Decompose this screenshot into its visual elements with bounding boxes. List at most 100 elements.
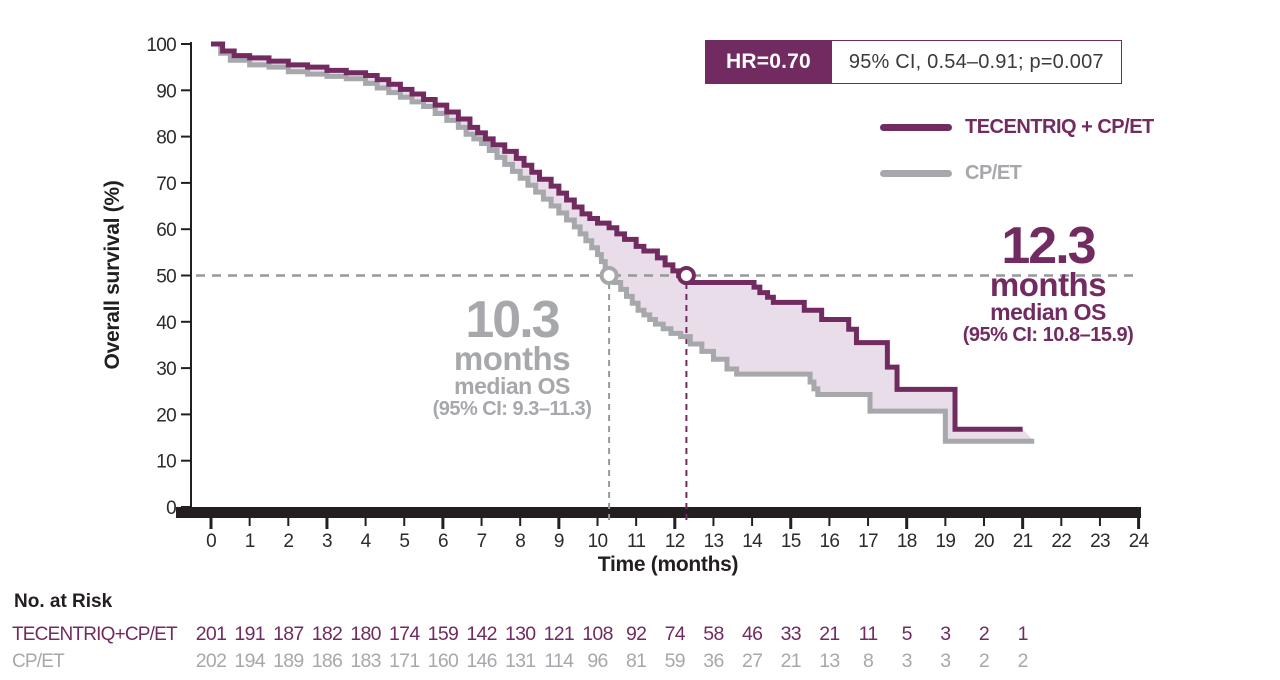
cpet-median-ci: (95% CI: 9.3–11.3) xyxy=(432,398,592,420)
cpet-median-unit: months xyxy=(453,340,571,377)
risk-value: 202 xyxy=(196,650,226,672)
hazard-ratio-box: HR=0.70 95% CI, 0.54–0.91; p=0.007 xyxy=(705,40,1122,84)
x-tick-label: 5 xyxy=(399,531,409,552)
risk-value: 27 xyxy=(742,650,762,672)
risk-value: 186 xyxy=(312,650,342,672)
cpet-median-label: median OS xyxy=(454,373,570,399)
x-tick-label: 21 xyxy=(1013,531,1033,552)
risk-value: 130 xyxy=(505,623,536,645)
x-tick-label: 15 xyxy=(781,531,801,552)
risk-value: 194 xyxy=(234,650,265,672)
tecentriq-median-unit: months xyxy=(989,266,1107,303)
x-tick-label: 18 xyxy=(897,531,917,552)
y-tick-label: 60 xyxy=(156,220,176,241)
legend-label-cpet: CP/ET xyxy=(965,161,1022,184)
risk-value: 13 xyxy=(819,650,839,672)
tecentriq-median-ci: (95% CI: 10.8–15.9) xyxy=(962,324,1134,346)
y-tick-label: 0 xyxy=(166,498,176,519)
risk-value: 182 xyxy=(312,623,342,645)
risk-value: 58 xyxy=(703,623,723,645)
risk-value: 201 xyxy=(196,623,226,645)
y-tick-label: 30 xyxy=(156,359,176,380)
cpet-line-swatch xyxy=(880,169,952,177)
hr-confidence-interval: 95% CI, 0.54–0.91; p=0.007 xyxy=(831,40,1122,84)
y-tick-label: 10 xyxy=(156,452,176,473)
risk-value: 2 xyxy=(1018,650,1028,672)
y-axis-title: Overall survival (%) xyxy=(101,180,124,370)
risk-value: 2 xyxy=(979,650,989,672)
risk-value: 131 xyxy=(505,650,535,672)
between-curves-fill xyxy=(211,44,1035,442)
risk-value: 11 xyxy=(859,623,878,645)
risk-table-title: No. at Risk xyxy=(14,591,113,612)
x-tick-label: 12 xyxy=(665,531,685,552)
x-tick-label: 4 xyxy=(361,531,372,552)
x-axis-title: Time (months) xyxy=(597,553,739,576)
y-tick-label: 90 xyxy=(156,81,176,102)
cpet-median-annotation: 10.3 months median OS (95% CI: 9.3–11.3) xyxy=(412,294,612,421)
x-tick-label: 1 xyxy=(245,531,255,552)
risk-value: 81 xyxy=(626,650,646,672)
risk-value: 21 xyxy=(819,623,839,645)
legend-item-cpet: CP/ET xyxy=(880,150,1154,196)
legend-item-tecentriq: TECENTRIQ + CP/ET xyxy=(880,104,1154,150)
risk-value: 142 xyxy=(466,623,496,645)
risk-value: 1 xyxy=(1018,623,1028,645)
tecentriq-median-value: 12.3 xyxy=(1001,217,1096,275)
risk-value: 3 xyxy=(940,623,950,645)
risk-value: 2 xyxy=(979,623,989,645)
risk-value: 8 xyxy=(863,650,873,672)
x-tick-label: 22 xyxy=(1051,531,1071,552)
x-tick-label: 9 xyxy=(554,531,564,552)
risk-value: 160 xyxy=(428,650,459,672)
hr-value: HR=0.70 xyxy=(705,40,832,84)
risk-value: 159 xyxy=(428,623,458,645)
risk-value: 59 xyxy=(665,650,685,672)
y-tick-label: 20 xyxy=(156,405,176,426)
risk-value: 21 xyxy=(781,650,801,672)
x-tick-label: 7 xyxy=(477,531,487,552)
tecentriq-curve xyxy=(211,41,1023,432)
risk-value: 121 xyxy=(544,623,574,645)
risk-value: 96 xyxy=(587,650,607,672)
risk-value: 189 xyxy=(273,650,303,672)
tecentriq-median-marker xyxy=(676,266,696,285)
legend: TECENTRIQ + CP/ET CP/ET xyxy=(880,104,1154,196)
risk-value: 114 xyxy=(544,650,574,672)
risk-value: 146 xyxy=(466,650,496,672)
cpet-median-marker xyxy=(599,266,619,285)
tecentriq-median-annotation: 12.3 months median OS (95% CI: 10.8–15.9… xyxy=(948,217,1148,347)
risk-row-label-tecentriq: TECENTRIQ+CP/ET xyxy=(12,624,178,645)
x-tick-label: 11 xyxy=(627,531,645,552)
y-tick-label: 100 xyxy=(146,35,176,56)
x-tick-label: 2 xyxy=(283,531,293,552)
x-tick-label: 8 xyxy=(515,531,525,552)
risk-value: 36 xyxy=(703,650,723,672)
risk-value: 171 xyxy=(389,650,419,672)
risk-value: 33 xyxy=(781,623,801,645)
risk-value: 92 xyxy=(626,623,646,645)
y-tick-label: 50 xyxy=(156,267,176,288)
risk-value: 183 xyxy=(350,650,380,672)
risk-value: 5 xyxy=(902,623,913,645)
risk-value: 174 xyxy=(389,623,420,645)
risk-value: 74 xyxy=(665,623,686,645)
x-tick-label: 13 xyxy=(704,531,724,552)
risk-value: 180 xyxy=(350,623,381,645)
x-tick-label: 20 xyxy=(974,531,994,552)
x-tick-label: 17 xyxy=(858,531,878,552)
y-tick-label: 70 xyxy=(156,174,176,195)
risk-value: 46 xyxy=(742,623,762,645)
tecentriq-median-label: median OS xyxy=(990,299,1106,325)
risk-value: 3 xyxy=(902,650,912,672)
legend-label-tecentriq: TECENTRIQ + CP/ET xyxy=(965,115,1154,138)
x-tick-label: 16 xyxy=(820,531,840,552)
x-tick-label: 6 xyxy=(438,531,448,552)
x-tick-label: 0 xyxy=(206,531,216,552)
x-tick-label: 24 xyxy=(1129,531,1150,552)
risk-value: 191 xyxy=(234,623,264,645)
cpet-curve xyxy=(211,41,1035,444)
x-tick-label: 3 xyxy=(322,531,332,552)
